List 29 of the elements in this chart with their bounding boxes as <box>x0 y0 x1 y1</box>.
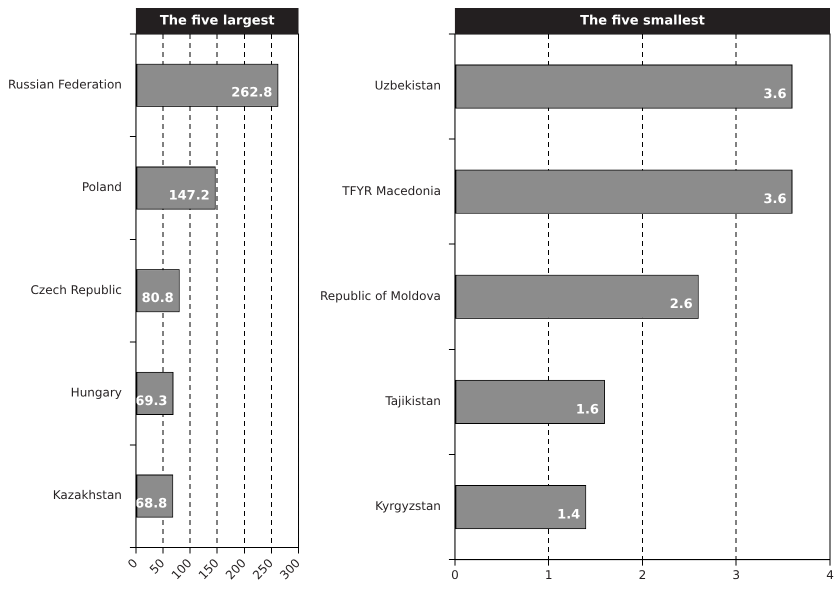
y-tick-label: Kyrgyzstan <box>375 499 441 514</box>
x-tick-label: 150 <box>196 556 222 582</box>
data-label: 80.8 <box>142 291 174 306</box>
data-label: 1.4 <box>557 507 580 522</box>
y-tick-label: Poland <box>82 180 122 194</box>
y-tick-label: Uzbekistan <box>374 78 441 93</box>
data-label: 3.6 <box>763 192 786 208</box>
chart-title: The five smallest <box>580 13 705 28</box>
x-tick-label: 0 <box>451 568 459 582</box>
y-tick-label: Republic of Moldova <box>320 288 441 303</box>
data-label: 262.8 <box>231 86 272 101</box>
data-label: 3.6 <box>763 86 786 102</box>
y-tick-label: Hungary <box>70 386 122 400</box>
x-tick-label: 4 <box>826 568 834 582</box>
x-tick-label: 3 <box>732 568 740 582</box>
y-tick-label: Czech Republic <box>30 282 122 297</box>
x-tick-label: 1 <box>544 568 553 582</box>
y-tick-label: Tajikistan <box>384 394 441 408</box>
x-tick-label: 0 <box>124 556 140 572</box>
x-tick-label: 50 <box>146 556 168 577</box>
data-label: 2.6 <box>670 297 693 312</box>
data-label: 147.2 <box>168 188 210 204</box>
x-tick-label: 100 <box>168 556 195 582</box>
y-tick-label: Russian Federation <box>8 77 122 92</box>
y-tick-label: TFYR Macedonia <box>341 184 441 198</box>
y-tick-label: Kazakhstan <box>52 488 122 502</box>
data-label: 1.6 <box>576 402 599 418</box>
x-tick-label: 2 <box>638 568 646 582</box>
chart-title: The five largest <box>160 13 275 28</box>
